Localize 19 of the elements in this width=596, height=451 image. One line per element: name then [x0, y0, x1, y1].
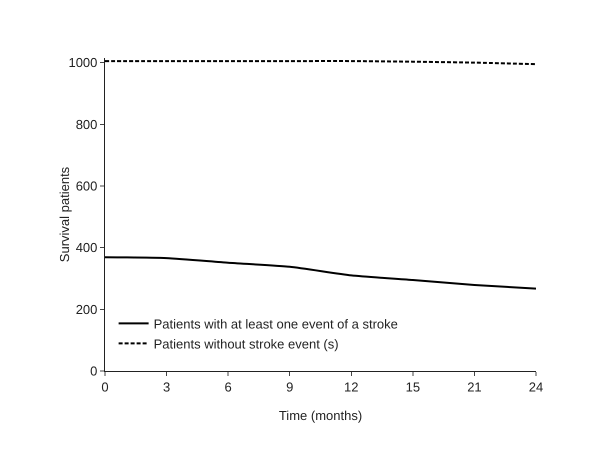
x-tick-label: 12	[344, 380, 359, 395]
legend-label: Patients with at least one event of a stroke	[154, 316, 398, 332]
x-tick-label: 9	[286, 380, 294, 395]
x-axis-title: Time (months)	[278, 408, 362, 423]
x-tick-label: 21	[467, 380, 482, 395]
x-tick-label: 3	[162, 380, 170, 395]
y-tick-label: 600	[76, 178, 98, 194]
x-tick-label: 15	[406, 380, 420, 395]
x-tick-label: 0	[101, 380, 109, 395]
line-series	[105, 256, 536, 290]
y-tick-label: 1000	[68, 55, 98, 70]
y-axis-title: Survival patients	[57, 166, 72, 262]
legend-label: Patients without stroke event (s)	[154, 336, 339, 352]
x-tick-label: 24	[528, 380, 544, 395]
y-tick-label: 0	[90, 364, 98, 379]
y-tick-label: 200	[76, 302, 98, 317]
y-tick-label: 400	[76, 240, 98, 256]
y-tick-label: 800	[76, 116, 98, 132]
x-tick-label: 6	[224, 380, 232, 395]
